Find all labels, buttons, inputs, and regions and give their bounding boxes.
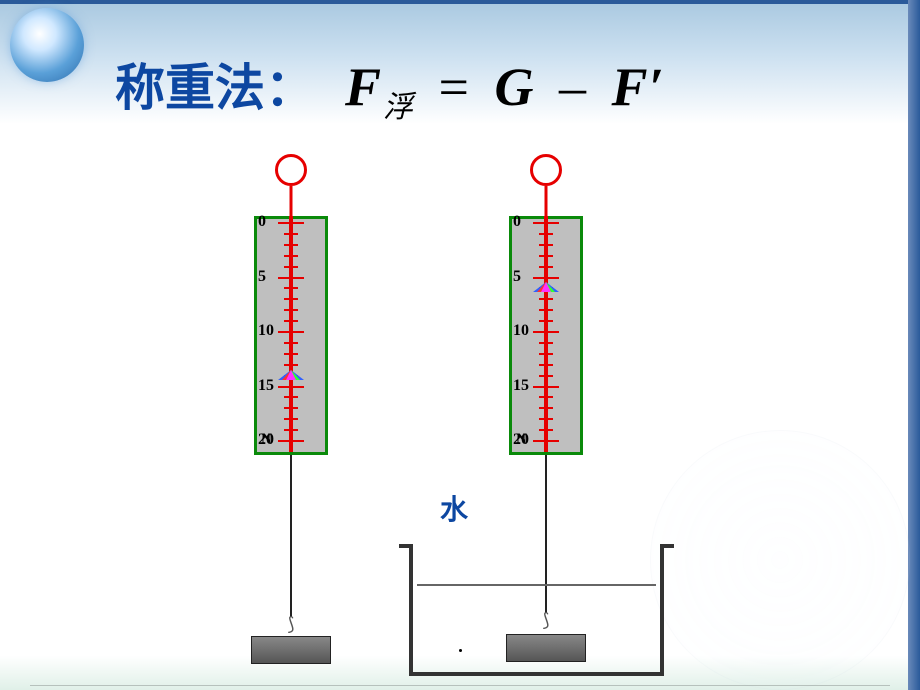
formula-G: G (495, 57, 536, 117)
title-chinese: 称重法： (115, 48, 315, 120)
tick-label: 20 (513, 431, 529, 449)
title-row: 称重法： F浮 = G – F′ (115, 48, 667, 126)
scale-rod-bottom (290, 455, 292, 617)
tick-label: 5 (258, 268, 266, 286)
pointer-icon (274, 368, 308, 382)
frame-right (908, 0, 920, 690)
hook-icon: ⟆ (287, 614, 294, 635)
formula-prime: ′ (650, 57, 667, 117)
formula-Fprime: F (612, 57, 650, 117)
watermark-circle (650, 430, 910, 690)
baseline (30, 685, 890, 686)
pointer-icon (529, 280, 563, 294)
tick-label: 0 (258, 213, 266, 231)
water-label: 水 (440, 488, 468, 528)
weight-block (251, 636, 331, 664)
scale-rod-top (545, 186, 548, 216)
beaker-lip (660, 544, 674, 548)
tick-label: 15 (258, 377, 274, 395)
tick-label: 0 (513, 213, 521, 231)
tick-label: 10 (258, 322, 274, 340)
water-surface (417, 584, 656, 586)
scale-bottom-border (509, 452, 583, 455)
formula-sub: 浮 (383, 91, 415, 124)
tick-label: 20 (258, 431, 274, 449)
beaker-lip (399, 544, 413, 548)
formula-F: F (345, 57, 383, 117)
formula-minus: – (559, 57, 588, 117)
scale-center-line (289, 216, 293, 452)
scale-ring-icon (530, 154, 562, 186)
tick-label: 10 (513, 322, 529, 340)
tick-label: 5 (513, 268, 521, 286)
bullet-orb (10, 8, 84, 82)
frame-top (0, 0, 920, 4)
formula-eq: = (439, 57, 471, 117)
beaker (409, 548, 664, 676)
formula: F浮 = G – F′ (345, 56, 667, 126)
scale-center-line (544, 216, 548, 452)
scale-bottom-border (254, 452, 328, 455)
tick-label: 15 (513, 377, 529, 395)
scale-ring-icon (275, 154, 307, 186)
scale-rod-top (290, 186, 293, 216)
